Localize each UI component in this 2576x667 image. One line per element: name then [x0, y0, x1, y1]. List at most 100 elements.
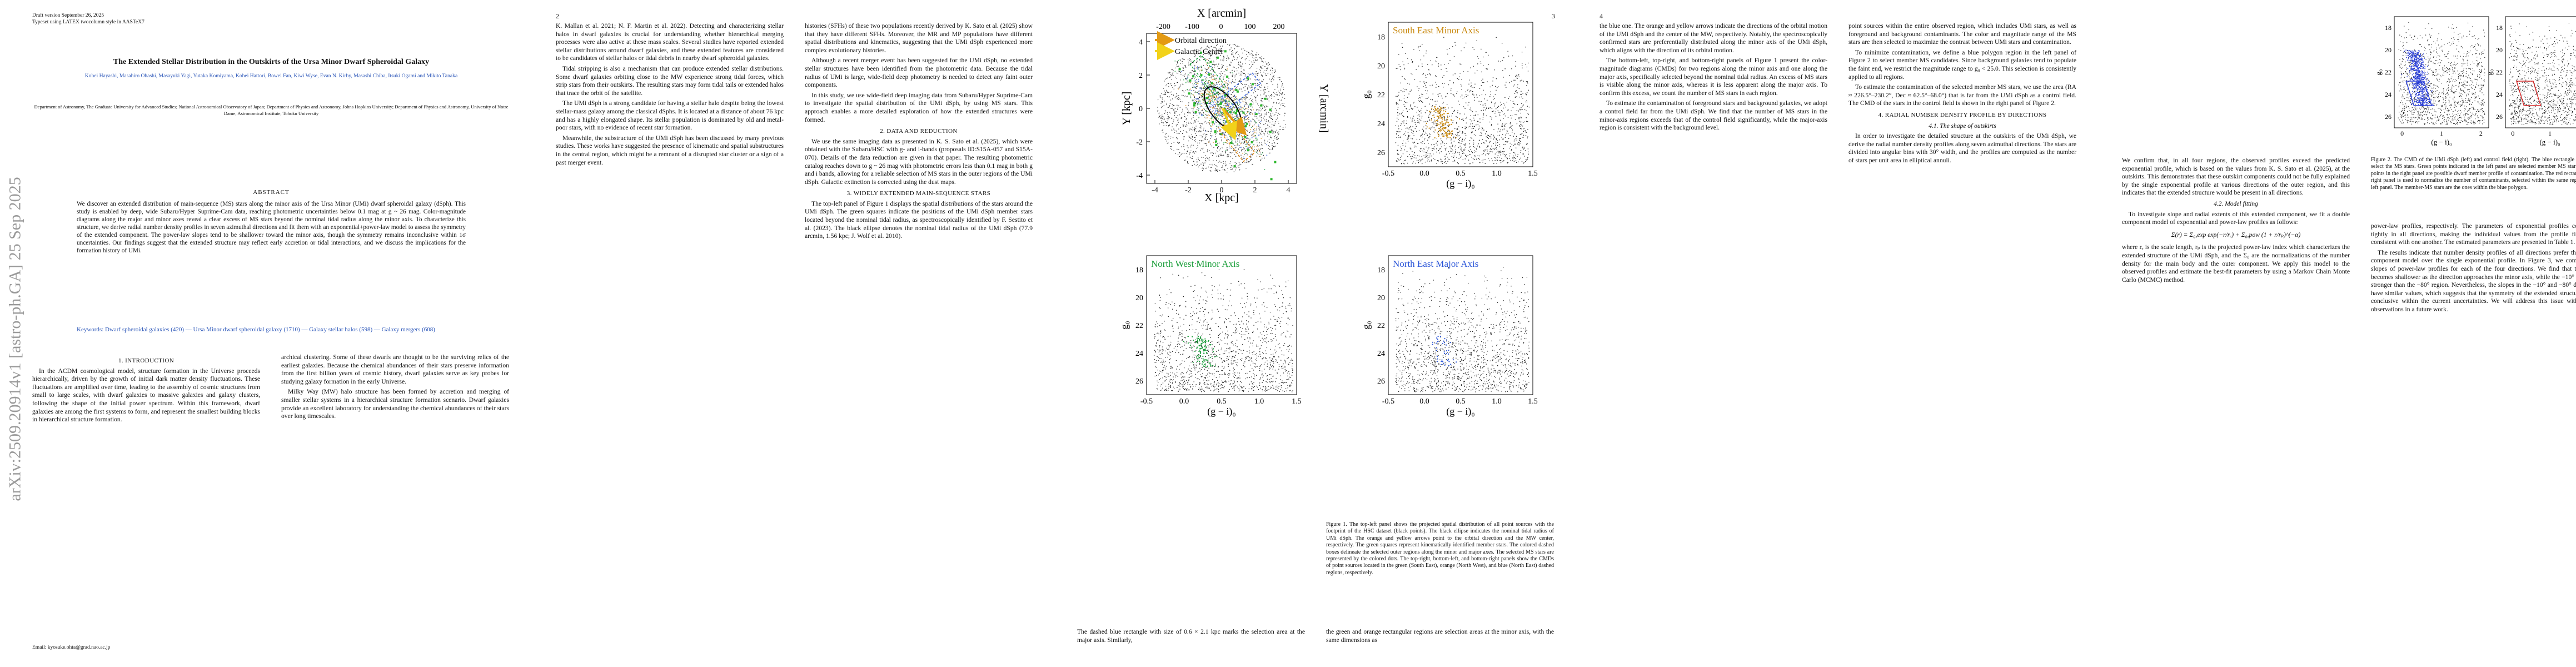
cmd-ms-star — [1447, 119, 1448, 121]
cmd-point — [1491, 134, 1492, 136]
map-point — [1266, 96, 1267, 97]
map-point — [1203, 65, 1204, 66]
ms-star — [1194, 83, 1195, 84]
cmd-point — [1449, 116, 1450, 117]
cmd-point — [1510, 115, 1511, 116]
ms-star — [1203, 84, 1204, 86]
cmd-point — [1460, 96, 1461, 98]
cmd-point — [1526, 81, 1527, 82]
cmd-point — [1421, 117, 1423, 118]
ms-star — [1200, 66, 1202, 67]
cmd-point — [1253, 370, 1254, 371]
map-point — [1240, 155, 1242, 156]
cmd-point — [1287, 330, 1288, 332]
cmd-point — [1186, 341, 1188, 342]
member-star-square — [1236, 90, 1239, 93]
map-point — [1220, 51, 1222, 52]
cmd-point — [1477, 121, 1479, 122]
cmd-point — [1463, 120, 1464, 121]
cmd-point — [1462, 133, 1463, 134]
corresponding-email[interactable]: Email: kyosuke.ohta@grad.nao.ac.jp — [32, 645, 111, 650]
ms-star — [1233, 98, 1235, 99]
paragraph: Tidal stripping is also a mechanism that… — [556, 64, 784, 97]
cmd-point — [1430, 128, 1431, 130]
cmd-point — [1490, 94, 1492, 96]
map-point — [1200, 131, 1202, 132]
cmd-point — [1474, 152, 1475, 153]
cmd-point — [1440, 148, 1441, 150]
cmd-point — [1516, 96, 1517, 97]
ms-star — [1194, 67, 1195, 69]
map-point — [1240, 62, 1242, 63]
cmd-point — [1489, 136, 1491, 137]
map-point — [1237, 57, 1238, 58]
cmd-point — [1458, 79, 1459, 80]
cmd-point — [1181, 362, 1183, 364]
map-point — [1230, 54, 1232, 56]
cmd-point — [1453, 111, 1454, 112]
cmd-point — [1513, 79, 1514, 81]
cmd-ms-star — [1445, 127, 1447, 128]
cmd-ms-star — [1445, 111, 1447, 112]
map-point — [1249, 161, 1250, 162]
cmd-point — [1493, 96, 1494, 97]
map-point — [1244, 109, 1245, 110]
ms-star — [1211, 126, 1213, 127]
cmd-point — [1522, 125, 1523, 127]
ms-star — [1190, 97, 1192, 98]
cmd-point — [1418, 162, 1419, 163]
map-point — [1225, 135, 1227, 136]
cmd-point — [1496, 148, 1497, 150]
ms-star — [1220, 101, 1222, 102]
cmd-point — [1455, 133, 1457, 135]
map-point — [1173, 109, 1174, 111]
cmd-point — [1444, 161, 1446, 162]
cmd-point — [1458, 132, 1459, 133]
map-point — [1257, 145, 1258, 146]
cmd-point — [1519, 143, 1521, 144]
member-star-square — [1244, 136, 1247, 138]
ms-star — [1224, 87, 1225, 89]
cmd-point — [1479, 88, 1481, 89]
cmd-point — [1448, 107, 1449, 108]
cmd-point — [1190, 376, 1192, 377]
cmd-point — [1511, 149, 1512, 150]
cmd-point — [1426, 156, 1427, 157]
map-point — [1187, 145, 1188, 146]
cmd-point — [1460, 84, 1462, 85]
cmd-point — [1513, 145, 1514, 146]
cmd-point — [1154, 362, 1155, 363]
cmd-point — [1514, 133, 1515, 135]
cmd-point — [1474, 120, 1476, 121]
cmd-point — [1501, 125, 1503, 126]
cmd-point — [1489, 141, 1491, 142]
cmd-point — [1403, 91, 1405, 92]
cmd-point — [1515, 91, 1516, 92]
cmd-point — [1282, 294, 1283, 295]
cmd-point — [1247, 296, 1248, 297]
map-point — [1206, 145, 1207, 146]
cmd-point — [1523, 104, 1524, 106]
ms-star — [1208, 141, 1209, 143]
cmd-point — [1446, 68, 1447, 69]
map-point — [1235, 53, 1236, 54]
map-point — [1227, 83, 1228, 84]
cmd-point — [1422, 136, 1423, 138]
ms-star — [1205, 110, 1207, 112]
cmd-point — [1523, 135, 1524, 136]
cmd-point — [1494, 148, 1496, 150]
cmd-point — [1494, 153, 1496, 155]
cmd-point — [1489, 148, 1491, 150]
cmd-point — [1505, 135, 1506, 136]
ms-star — [1210, 128, 1212, 130]
cmd-point — [1436, 61, 1438, 62]
cmd-point — [1420, 109, 1422, 111]
cmd-point — [1503, 107, 1504, 109]
cmd-point — [1508, 98, 1509, 99]
cmd-point — [1405, 135, 1406, 136]
cmd-point — [1412, 108, 1413, 109]
cmd-point — [1227, 309, 1228, 311]
ms-star — [1247, 118, 1248, 120]
map-point — [1253, 92, 1254, 93]
ms-star — [1247, 112, 1248, 113]
